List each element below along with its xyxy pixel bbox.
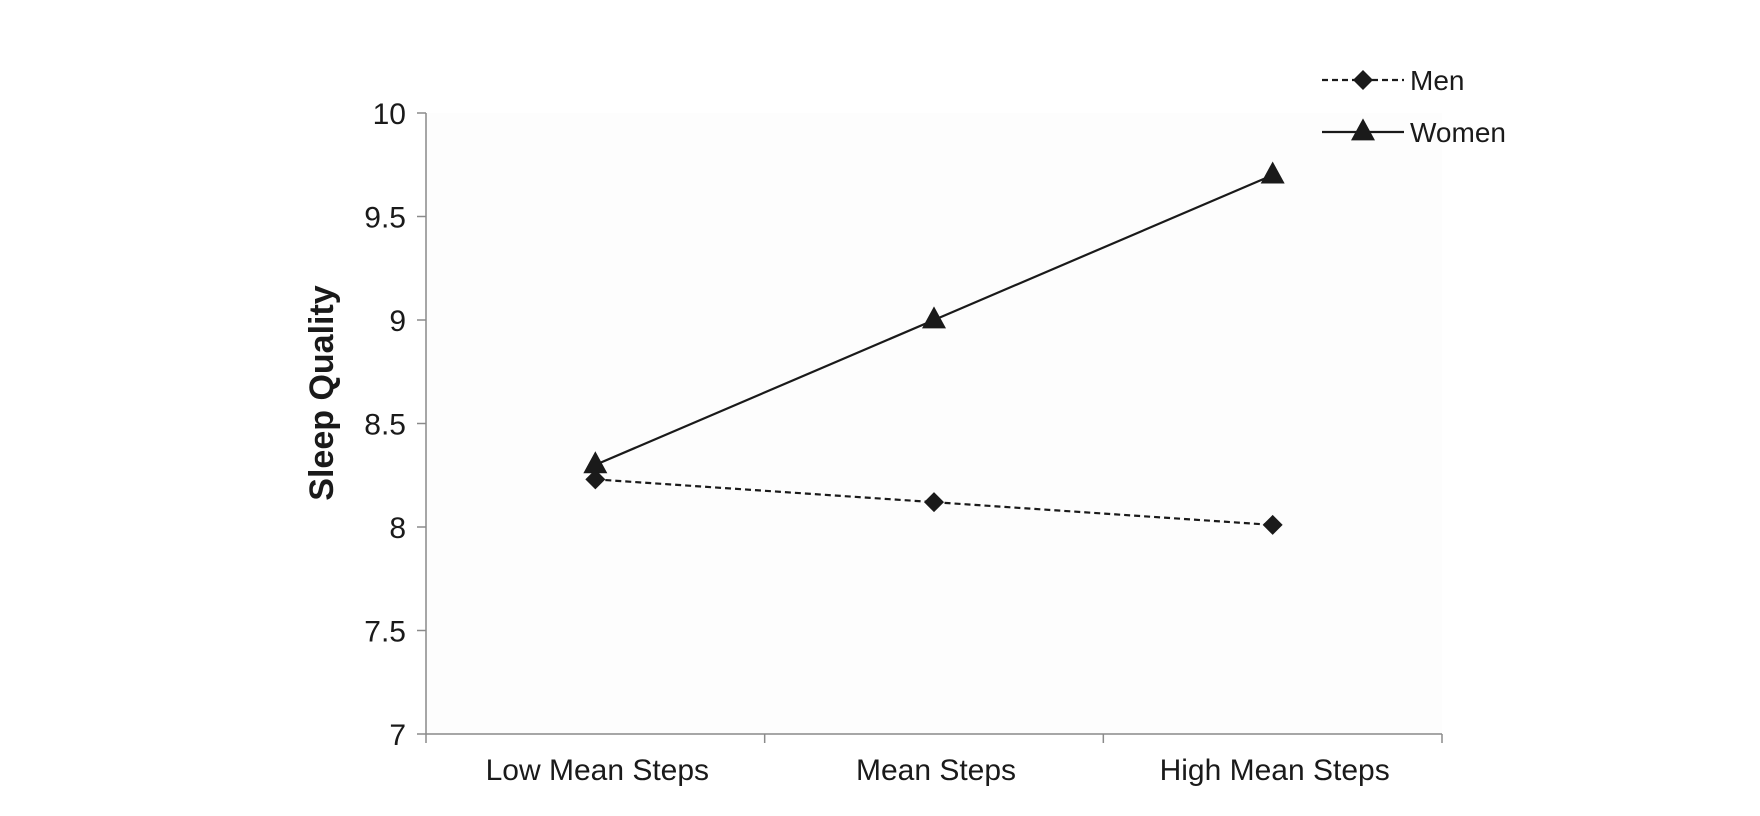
legend-marker xyxy=(1351,118,1375,141)
y-tick-label: 10 xyxy=(373,98,406,131)
series-men xyxy=(585,469,1283,535)
legend-marker xyxy=(1353,70,1373,90)
y-tick-label: 9.5 xyxy=(364,202,406,235)
data-point-women-1 xyxy=(922,306,946,329)
x-tick-label: Mean Steps xyxy=(856,754,1016,787)
data-point-women-2 xyxy=(1260,161,1285,184)
x-tick-label: Low Mean Steps xyxy=(486,754,709,787)
series-women xyxy=(583,161,1285,474)
data-point-men-2 xyxy=(1262,514,1283,535)
plot-background xyxy=(426,113,1442,734)
legend-item-women: Women xyxy=(1322,117,1506,148)
data-point-men-1 xyxy=(924,492,944,513)
data-point-women-0 xyxy=(583,451,608,474)
series-line-men xyxy=(595,478,1273,527)
series-group xyxy=(583,161,1285,535)
y-tick-label: 8.5 xyxy=(364,409,406,442)
y-axis: 7 7.5 8 8.5 9 9.5 10 xyxy=(364,98,427,752)
legend-label: Men xyxy=(1410,65,1464,96)
x-tick-label: High Mean Steps xyxy=(1160,754,1390,787)
legend-label: Women xyxy=(1410,117,1506,148)
y-axis-title: Sleep Quality xyxy=(303,285,341,500)
y-tick-label: 7 xyxy=(389,719,406,752)
y-tick-label: 7.5 xyxy=(364,616,406,649)
legend: Men Women xyxy=(1322,65,1506,148)
data-point-men-0 xyxy=(585,469,606,490)
y-tick-label: 9 xyxy=(389,305,406,338)
y-tick-label: 8 xyxy=(389,512,406,545)
x-axis: Low Mean Steps Mean Steps High Mean Steps xyxy=(425,733,1443,787)
legend-item-men: Men xyxy=(1322,65,1464,96)
